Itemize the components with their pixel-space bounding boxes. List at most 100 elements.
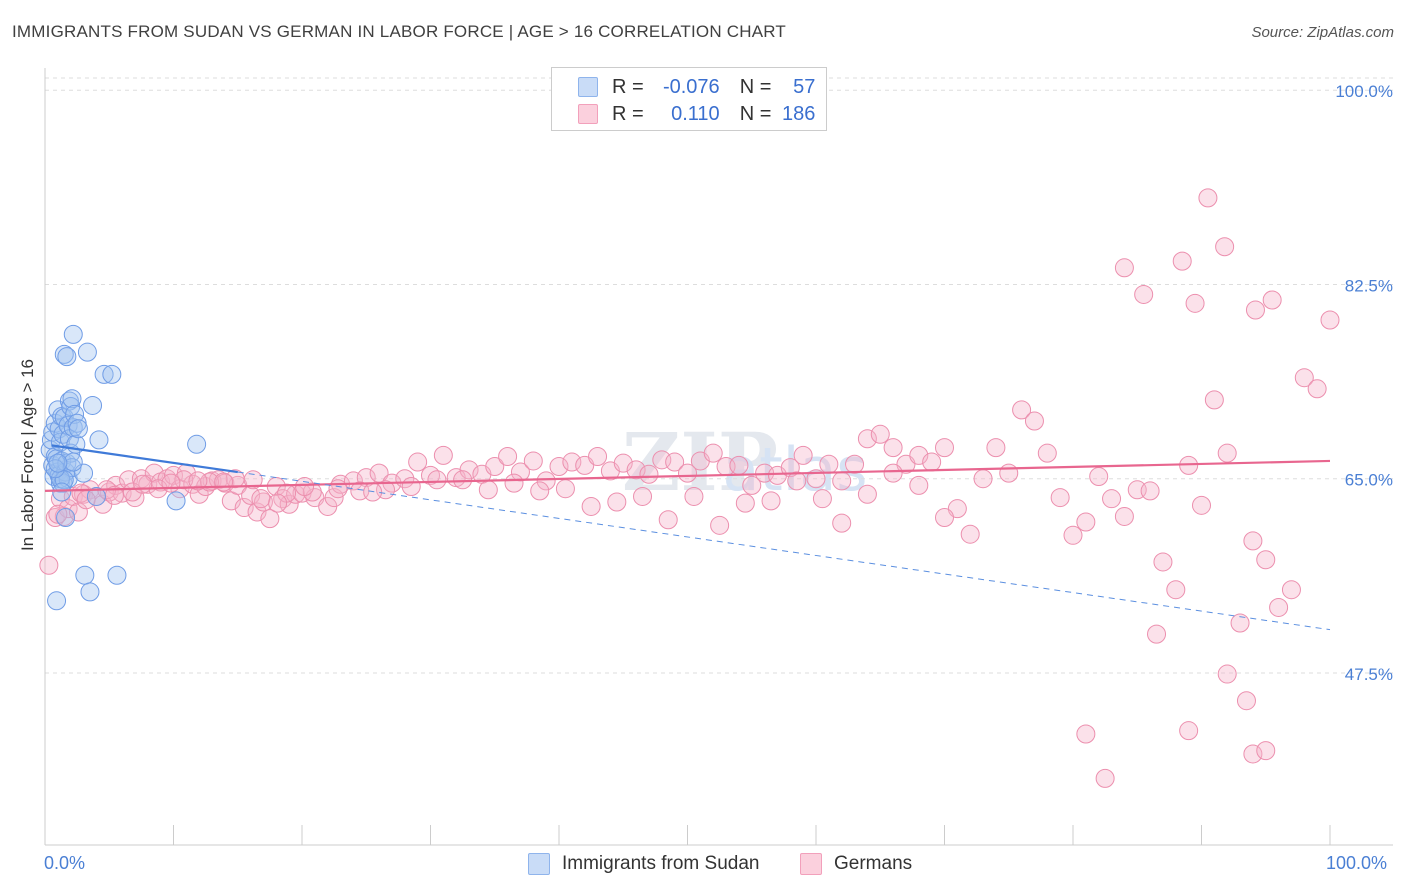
data-point xyxy=(62,389,82,409)
data-point xyxy=(1153,552,1173,572)
data-point xyxy=(1102,489,1122,509)
data-point xyxy=(1243,531,1263,551)
data-point xyxy=(102,364,122,384)
data-point xyxy=(530,481,550,501)
data-point xyxy=(1037,443,1057,463)
germans-swatch xyxy=(578,104,598,124)
legend-row-germans: R = 0.110 N = 186 xyxy=(552,101,815,127)
data-point xyxy=(761,491,781,511)
data-point xyxy=(999,463,1019,483)
data-point xyxy=(80,582,100,602)
data-point xyxy=(68,419,88,439)
data-point xyxy=(607,492,627,512)
r-value: -0.076 xyxy=(662,75,720,98)
data-point xyxy=(94,364,114,384)
stats-legend: R = -0.076 N = 57 R = 0.110 N = 186 xyxy=(551,67,827,131)
sudan-legend-swatch xyxy=(528,853,550,875)
data-point xyxy=(883,438,903,458)
data-point xyxy=(909,475,929,495)
data-point xyxy=(1262,290,1282,310)
y-tick-label: 100.0% xyxy=(1335,82,1393,101)
y-tick-label: 65.0% xyxy=(1345,471,1393,490)
x-max-label: 100.0% xyxy=(1326,853,1388,873)
data-point xyxy=(67,413,87,433)
data-point xyxy=(504,473,524,493)
r-label: R = xyxy=(612,102,644,125)
germans-legend-swatch xyxy=(800,853,822,875)
data-point xyxy=(1076,512,1096,532)
data-point xyxy=(806,469,826,489)
data-point xyxy=(857,484,877,504)
data-point xyxy=(536,471,556,491)
data-point xyxy=(710,515,730,535)
chart-title: IMMIGRANTS FROM SUDAN VS GERMAN IN LABOR… xyxy=(12,22,786,41)
data-point xyxy=(234,498,254,518)
data-point xyxy=(870,424,890,444)
data-point xyxy=(935,438,954,458)
data-point xyxy=(63,324,83,344)
data-point xyxy=(1204,390,1224,410)
data-point xyxy=(427,470,447,490)
data-point xyxy=(1198,188,1218,208)
sudan-legend-label: Immigrants from Sudan xyxy=(562,853,760,874)
watermark-zip: ZIP xyxy=(622,415,778,509)
r-label: R = xyxy=(612,75,644,98)
data-point xyxy=(1114,258,1134,278)
data-point xyxy=(555,479,575,499)
data-point xyxy=(68,502,88,522)
data-point xyxy=(62,458,82,478)
data-point xyxy=(1050,488,1070,508)
data-point xyxy=(1063,525,1083,545)
data-point xyxy=(626,460,646,480)
data-point xyxy=(89,430,109,450)
data-point xyxy=(459,460,479,480)
data-point xyxy=(48,453,68,473)
data-point xyxy=(562,452,582,472)
data-point xyxy=(678,463,697,483)
source-label: Source: ZipAtlas.com xyxy=(1251,24,1394,41)
data-point xyxy=(63,452,83,472)
data-point xyxy=(523,451,543,471)
data-point xyxy=(243,470,263,490)
data-point xyxy=(1147,624,1167,644)
data-point xyxy=(832,471,852,491)
data-point xyxy=(1243,744,1263,764)
data-point xyxy=(71,483,91,503)
data-point xyxy=(56,508,76,528)
data-point xyxy=(960,524,980,544)
data-point xyxy=(729,455,749,475)
y-tick-label: 47.5% xyxy=(1345,665,1393,684)
data-point xyxy=(922,452,942,472)
legend-item-germans: Germans xyxy=(800,851,912,877)
data-point xyxy=(48,504,68,524)
sudan-swatch xyxy=(578,77,598,97)
data-point xyxy=(1281,580,1301,600)
data-point xyxy=(1217,443,1237,463)
data-point xyxy=(107,565,127,585)
data-point xyxy=(401,476,421,496)
data-point xyxy=(1114,506,1134,526)
data-point xyxy=(1269,597,1289,617)
data-point xyxy=(819,454,839,474)
data-point xyxy=(133,474,153,494)
r-value: 0.110 xyxy=(671,102,720,125)
data-point xyxy=(588,447,608,466)
legend-row-sudan: R = -0.076 N = 57 xyxy=(552,74,815,100)
germans-legend-label: Germans xyxy=(834,853,913,874)
data-point xyxy=(214,472,234,492)
data-point xyxy=(1215,237,1235,257)
data-point xyxy=(86,486,106,506)
data-point xyxy=(1256,741,1276,761)
data-point xyxy=(1192,495,1211,515)
data-point xyxy=(1245,300,1265,320)
data-point xyxy=(52,482,72,502)
data-point xyxy=(174,470,194,490)
data-point xyxy=(1166,580,1186,600)
data-point xyxy=(935,508,954,528)
data-point xyxy=(812,489,832,509)
data-point xyxy=(268,493,288,513)
data-point xyxy=(883,463,903,483)
data-point xyxy=(703,443,723,463)
data-point xyxy=(1172,251,1192,271)
data-point xyxy=(857,429,877,449)
